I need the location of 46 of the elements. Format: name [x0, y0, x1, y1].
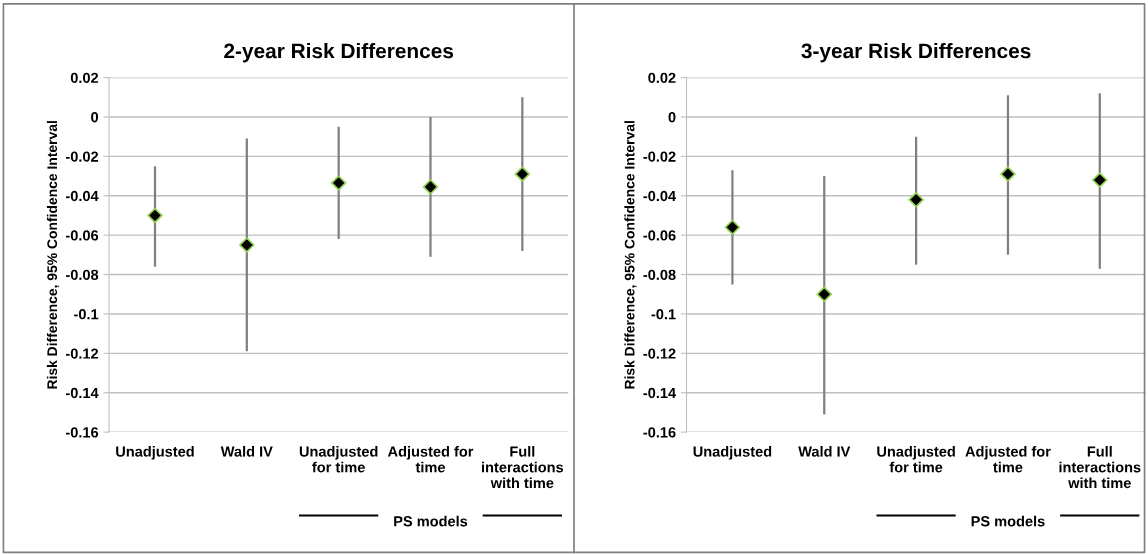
x-tick-label: Full interactions with time: [1059, 446, 1141, 489]
y-tick-label: -0.12: [643, 348, 676, 359]
y-tick-label: -0.08: [65, 269, 99, 280]
point: [908, 191, 924, 208]
y-tick-label: 0: [91, 112, 99, 123]
y-tick-label: -0.16: [65, 427, 99, 438]
y-tick-label: -0.06: [643, 230, 676, 241]
x-tick-label: Unadjusted: [693, 446, 772, 460]
y-tick-label: -0.06: [65, 230, 99, 241]
x-tick-label: Adjusted for time: [965, 446, 1051, 473]
x-tick-label: Unadjusted: [116, 446, 194, 460]
y-tick-label: -0.02: [65, 151, 99, 162]
point: [816, 286, 832, 302]
y-tick-label: -0.16: [643, 427, 676, 438]
x-tick-label: Unadjusted for time: [877, 446, 955, 473]
y-tick-label: -0.1: [651, 309, 676, 320]
y-tick-label: 0: [668, 112, 676, 123]
text: PS models: [394, 515, 468, 527]
point: [147, 207, 163, 224]
x-tick-label: Wald IV: [798, 446, 851, 457]
x-tick-label: Wald IV: [220, 446, 273, 457]
point: [1092, 172, 1108, 188]
y-tick-label: 0.02: [648, 72, 676, 83]
point: [330, 175, 347, 191]
point: [239, 237, 255, 253]
y-tick-label: -0.1: [74, 309, 99, 320]
point: [514, 166, 531, 182]
y-axis-title: Risk Difference, 95% Confidence Interval: [46, 121, 60, 389]
y-tick-label: -0.14: [65, 387, 99, 399]
y-tick-label: -0.04: [643, 190, 677, 202]
x-tick-label: Adjusted for time: [387, 446, 474, 473]
y-tick-label: 0.02: [70, 72, 99, 83]
x-tick-label: Full interactions with time: [482, 446, 564, 489]
y-tick-label: -0.14: [643, 387, 677, 399]
y-tick-label: -0.04: [65, 190, 99, 202]
x-tick-label: Unadjusted for time: [299, 446, 378, 473]
chart-title: 2-year Risk Differences: [224, 43, 454, 63]
text: PS models: [971, 515, 1045, 527]
chart-title: 3-year Risk Differences: [801, 43, 1031, 63]
y-tick-label: -0.08: [643, 269, 676, 280]
y-tick-label: -0.02: [643, 151, 676, 162]
point: [422, 179, 439, 195]
y-tick-label: -0.12: [65, 348, 99, 359]
point: [724, 219, 741, 235]
point: [1000, 166, 1016, 182]
y-axis-title: Risk Difference, 95% Confidence Interval: [624, 121, 637, 389]
